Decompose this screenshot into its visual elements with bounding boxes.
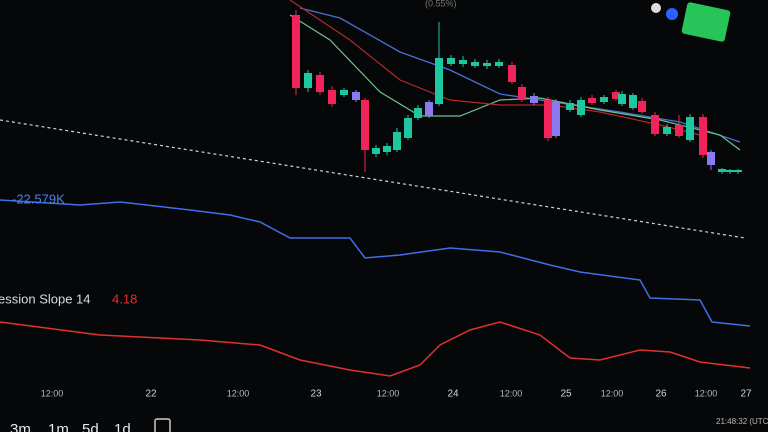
time-label: 25 — [560, 389, 572, 400]
candle-body — [383, 146, 391, 152]
time-label: 12:00 — [41, 388, 64, 398]
slope-line — [0, 321, 751, 377]
time-label: 12:00 — [227, 388, 250, 398]
candle-body — [328, 90, 336, 104]
candle-body — [404, 118, 412, 138]
candle-body — [566, 103, 574, 110]
range-button[interactable]: 1m — [48, 421, 69, 432]
time-label: 23 — [310, 389, 322, 400]
candle-body — [518, 87, 526, 100]
candle-body — [459, 60, 467, 64]
candle-body — [495, 62, 503, 66]
ma-red — [289, 0, 701, 136]
candle-body — [372, 148, 380, 154]
candle-body — [651, 115, 659, 134]
candle-body — [707, 152, 715, 165]
time-label: 22 — [145, 389, 157, 400]
candle-body — [393, 132, 401, 150]
candle-body — [629, 95, 637, 108]
candle-body — [316, 75, 324, 92]
candle-body — [718, 169, 726, 172]
calendar-icon[interactable] — [154, 418, 171, 432]
candle-body — [686, 117, 694, 140]
candle-body — [292, 15, 300, 88]
icon — [651, 3, 661, 13]
candle-body — [425, 102, 433, 116]
time-label: 12:00 — [601, 388, 624, 398]
slope-name: ession Slope 14 — [0, 291, 91, 306]
candle-body — [340, 90, 348, 95]
candle-body — [483, 63, 491, 66]
candle-body — [612, 92, 620, 99]
candle-body — [600, 97, 608, 102]
candle-body — [618, 94, 626, 104]
candle-body — [552, 102, 560, 136]
candle-body — [414, 108, 422, 118]
volume-value: -22.579K — [12, 191, 65, 206]
time-label: 27 — [740, 389, 752, 400]
candle-body — [435, 58, 443, 104]
time-label: 12:00 — [695, 388, 718, 398]
range-button[interactable]: 3m — [10, 421, 31, 432]
candle-body — [447, 58, 455, 64]
candle-body — [304, 73, 312, 88]
time-label: 12:00 — [377, 388, 400, 398]
candle-body — [508, 65, 516, 82]
time-axis: 12:00 22 12:00 23 12:00 24 12:00 25 12:00 26 12:00… — [41, 388, 752, 399]
candle-body — [544, 100, 552, 138]
candle-body — [352, 92, 360, 100]
candle-body — [663, 127, 671, 134]
action-button[interactable] — [681, 2, 731, 42]
time-label: 12:00 — [500, 388, 523, 398]
candle-body — [699, 117, 707, 155]
candle-body — [638, 101, 646, 112]
candle-body — [471, 62, 479, 66]
icon[interactable] — [666, 8, 678, 20]
clock: 21:48:32 (UTC) — [716, 417, 768, 426]
candle-body — [734, 170, 742, 172]
volume-line — [0, 199, 751, 327]
range-button[interactable]: 5d — [82, 421, 99, 432]
candle-body — [675, 125, 683, 136]
toolbar: 3m 1m 5d 1d — [10, 421, 131, 432]
candle-body — [361, 100, 369, 150]
time-label: 26 — [655, 389, 667, 400]
candle-body — [588, 98, 596, 103]
candle-body — [577, 100, 585, 115]
slope-value: 4.18 — [112, 291, 137, 306]
range-button[interactable]: 1d — [114, 421, 131, 432]
candle-body — [726, 170, 734, 172]
candles — [292, 10, 742, 174]
time-label: 24 — [447, 389, 459, 400]
ma-blue — [299, 7, 741, 143]
change-label: (0.55%) — [425, 0, 457, 8]
candle-body — [530, 96, 538, 103]
